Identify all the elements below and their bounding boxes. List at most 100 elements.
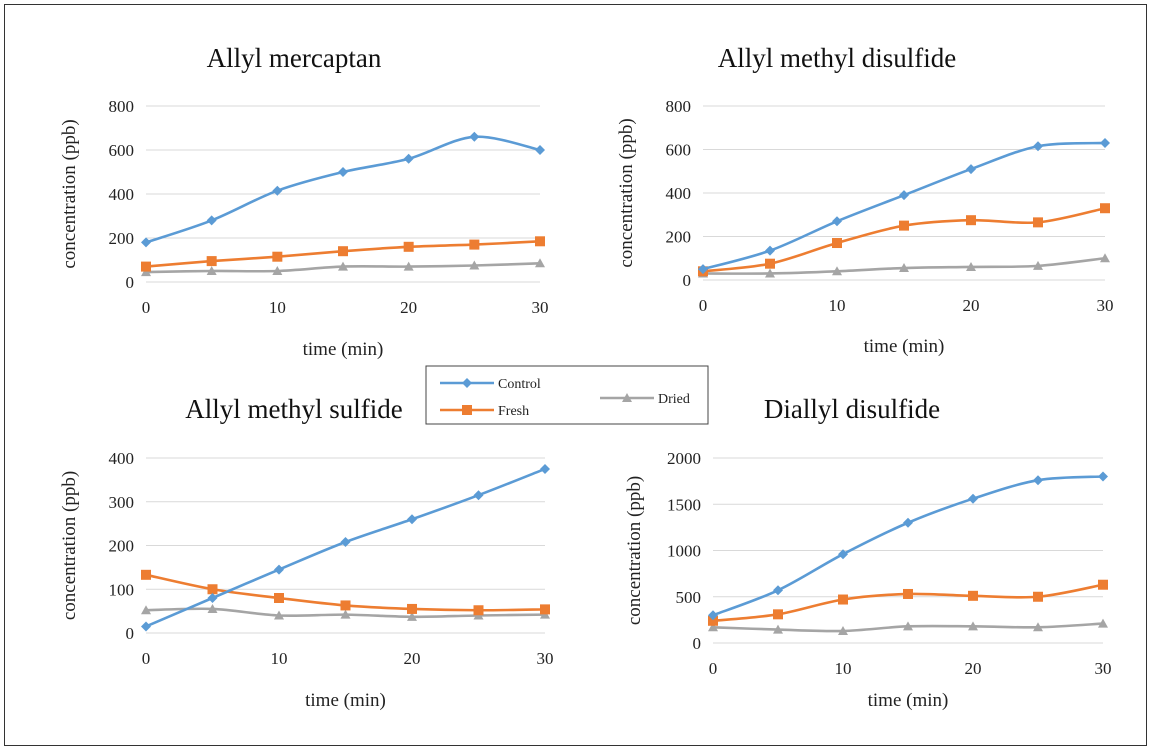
series-line-control — [145, 135, 541, 244]
y-tick-label: 0 — [126, 624, 135, 643]
data-point-fresh — [469, 239, 480, 250]
data-point-fresh — [838, 594, 848, 605]
data-point-fresh — [338, 246, 348, 257]
legend: Control Fresh Dried — [425, 365, 709, 425]
chart-allyl-methyl-disulfide: 0 200 400 600 800 0 10 20 30 Allyl methyl disulfi… — [616, 43, 1114, 357]
x-tick-label: 20 — [963, 296, 980, 315]
data-point-dried — [903, 621, 913, 631]
data-point-fresh — [832, 238, 842, 249]
data-point-dried — [207, 603, 218, 613]
y-tick-label: 500 — [676, 588, 702, 607]
x-tick-label: 30 — [537, 649, 554, 668]
data-point-dried — [535, 258, 545, 268]
legend-item-fresh: Fresh — [440, 404, 529, 419]
data-point-control — [1100, 137, 1110, 148]
data-point-control — [1033, 475, 1043, 486]
data-point-fresh — [403, 241, 414, 252]
legend-marker-control — [462, 378, 472, 388]
series-dried — [141, 603, 550, 621]
legend-item-control: Control — [440, 377, 541, 392]
series-control — [141, 463, 550, 632]
data-point-dried — [966, 261, 976, 271]
data-point-fresh — [708, 615, 718, 626]
legend-marker-dried — [622, 393, 632, 402]
data-point-control — [765, 245, 775, 256]
y-tick-label: 0 — [683, 271, 692, 290]
series-control — [698, 137, 1110, 275]
data-point-fresh — [206, 256, 217, 267]
data-point-control — [968, 493, 978, 504]
legend-box — [425, 365, 709, 425]
x-tick-label: 0 — [142, 649, 151, 668]
data-point-fresh — [765, 258, 775, 269]
series-fresh — [141, 569, 550, 616]
chart-allyl-mercaptan: 0 200 400 600 800 0 10 20 30 Allyl mercaptan time … — [59, 43, 549, 360]
chart-title: Allyl methyl disulfide — [718, 43, 956, 73]
data-point-control — [838, 549, 848, 560]
series-fresh — [708, 579, 1108, 626]
data-point-fresh — [966, 215, 976, 226]
data-point-fresh — [272, 251, 283, 262]
data-point-dried — [469, 260, 480, 270]
data-point-dried — [708, 622, 718, 632]
data-point-control — [473, 490, 484, 501]
y-tick-label: 600 — [109, 141, 135, 160]
data-point-control — [832, 216, 842, 227]
y-tick-label: 600 — [666, 141, 692, 160]
data-point-fresh — [899, 220, 909, 231]
data-point-dried — [338, 261, 348, 271]
x-tick-label: 10 — [835, 659, 852, 678]
x-tick-label: 30 — [532, 298, 549, 317]
data-point-fresh — [141, 261, 151, 272]
x-tick-label: 30 — [1097, 296, 1114, 315]
legend-marker-fresh — [462, 405, 472, 415]
y-axis-label: concentration (ppb) — [616, 118, 637, 267]
data-point-dried — [1033, 260, 1043, 270]
legend-label-control: Control — [498, 377, 541, 392]
x-axis-label: time (min) — [303, 339, 384, 360]
data-point-dried — [899, 263, 909, 273]
data-point-fresh — [903, 588, 913, 599]
y-tick-label: 1500 — [667, 495, 701, 514]
chart-diallyl-disulfide: 0 500 1000 1500 2000 0 10 20 30 Diallyl disulfide… — [624, 394, 1112, 711]
series-line-fresh — [702, 206, 1106, 273]
data-point-fresh — [773, 609, 783, 620]
data-point-fresh — [535, 236, 545, 247]
data-point-dried — [403, 261, 414, 271]
data-point-control — [903, 517, 913, 528]
data-point-control — [899, 190, 909, 201]
y-tick-label: 2000 — [667, 449, 701, 468]
x-tick-label: 10 — [829, 296, 846, 315]
y-tick-label: 400 — [109, 185, 135, 204]
data-point-control — [141, 621, 151, 632]
data-point-control — [535, 145, 545, 155]
y-tick-label: 400 — [109, 449, 135, 468]
data-point-control — [272, 185, 283, 196]
y-axis-label: concentration (ppb) — [59, 119, 80, 268]
data-point-fresh — [1100, 203, 1110, 214]
data-point-control — [407, 514, 417, 525]
y-tick-label: 1000 — [667, 542, 701, 561]
legend-item-dried: Dried — [600, 392, 690, 407]
data-point-fresh — [340, 600, 351, 611]
series-dried — [141, 258, 545, 277]
chart-title: Diallyl disulfide — [764, 394, 940, 424]
data-point-dried — [1033, 622, 1043, 632]
data-point-control — [340, 537, 351, 547]
x-tick-label: 20 — [404, 649, 421, 668]
x-axis-label: time (min) — [868, 690, 949, 711]
x-axis-label: time (min) — [305, 690, 386, 711]
data-point-dried — [141, 605, 151, 615]
data-point-control — [966, 164, 976, 175]
series-fresh — [141, 236, 545, 272]
series-control — [141, 131, 545, 248]
data-point-control — [403, 153, 414, 164]
y-tick-label: 200 — [109, 229, 135, 248]
chart-allyl-methyl-sulfide: 0 100 200 300 400 0 10 20 30 Allyl methyl sulfide… — [59, 394, 554, 711]
data-point-control — [274, 564, 284, 575]
x-tick-label: 0 — [142, 298, 151, 317]
data-point-fresh — [407, 603, 417, 614]
y-axis-label: concentration (ppb) — [624, 476, 645, 625]
data-point-fresh — [540, 604, 550, 615]
x-tick-label: 0 — [699, 296, 708, 315]
